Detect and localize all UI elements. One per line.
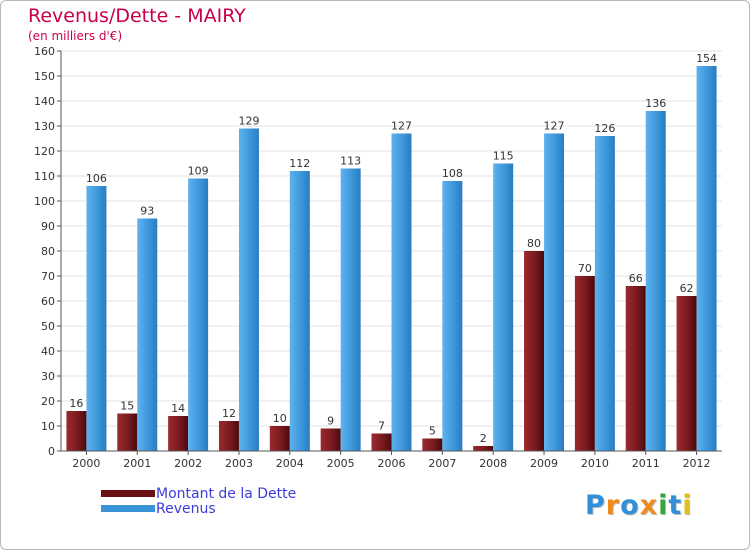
proxiti-logo: Proxiti	[585, 490, 693, 521]
y-tick-label: 110	[34, 170, 55, 183]
x-tick-label-2002: 2002	[174, 457, 202, 470]
data-label-revenus-2002: 109	[188, 165, 209, 178]
data-label-dette-2010: 70	[578, 262, 592, 275]
data-label-revenus-2009: 127	[544, 120, 565, 133]
bar-revenus-2008	[493, 163, 514, 451]
bar-revenus-2003	[238, 128, 259, 451]
y-tick-label: 20	[41, 395, 55, 408]
legend-label-dette: Montant de la Dette	[156, 486, 297, 502]
data-label-revenus-2010: 126	[594, 122, 615, 135]
logo-letter: o	[620, 490, 640, 521]
bar-dette-2004	[269, 426, 290, 451]
x-tick-label-2009: 2009	[530, 457, 558, 470]
data-label-dette-2008: 2	[480, 432, 487, 445]
bar-revenus-2005	[340, 168, 361, 451]
x-tick-label-2011: 2011	[632, 457, 660, 470]
data-label-revenus-2000: 106	[86, 172, 107, 185]
bar-dette-2003	[218, 421, 239, 451]
x-tick-label-2010: 2010	[581, 457, 609, 470]
data-label-revenus-2012: 154	[696, 52, 717, 65]
bar-revenus-2006	[391, 133, 412, 451]
x-tick-label-2004: 2004	[276, 457, 304, 470]
data-label-revenus-2007: 108	[442, 167, 463, 180]
x-tick-label-2001: 2001	[123, 457, 151, 470]
logo-letter: r	[605, 490, 621, 521]
legend-label-revenus: Revenus	[156, 501, 216, 517]
x-tick-label-2000: 2000	[72, 457, 100, 470]
bar-dette-2012	[676, 296, 697, 451]
data-label-dette-2006: 7	[378, 420, 385, 433]
data-label-dette-2012: 62	[680, 282, 694, 295]
y-tick-label: 10	[41, 420, 55, 433]
bar-dette-2009	[524, 251, 545, 451]
data-label-revenus-2008: 115	[493, 150, 514, 163]
bar-revenus-2000	[86, 186, 107, 451]
x-tick-label-2007: 2007	[428, 457, 456, 470]
x-tick-label-2006: 2006	[378, 457, 406, 470]
logo-letter: i	[658, 490, 669, 521]
y-tick-label: 80	[41, 245, 55, 258]
y-tick-label: 100	[34, 195, 55, 208]
chart-subtitle: (en milliers d'€)	[28, 29, 123, 43]
data-label-dette-2002: 14	[171, 402, 185, 415]
logo-letter: t	[668, 490, 683, 521]
y-tick-label: 70	[41, 270, 55, 283]
data-label-revenus-2011: 136	[645, 97, 666, 110]
data-label-dette-2004: 10	[273, 412, 287, 425]
bar-dette-2000	[66, 411, 87, 451]
legend-swatch-revenus	[101, 505, 155, 512]
x-tick-label-2005: 2005	[327, 457, 355, 470]
y-tick-label: 140	[34, 95, 55, 108]
y-tick-label: 90	[41, 220, 55, 233]
data-label-dette-2007: 5	[429, 425, 436, 438]
bar-revenus-2002	[188, 178, 209, 451]
bar-revenus-2007	[442, 181, 463, 451]
logo-letter: i	[682, 490, 693, 521]
logo-letter: x	[639, 490, 659, 521]
bar-chart: 16 106 15 93 14 109 12 129 10 112 9 113 7 127 5 108 2 115…	[34, 45, 722, 470]
y-tick-label: 150	[34, 70, 55, 83]
x-tick-label-2003: 2003	[225, 457, 253, 470]
y-tick-label: 60	[41, 295, 55, 308]
y-tick-label: 160	[34, 45, 55, 58]
chart-title: Revenus/Dette - MAIRY	[28, 5, 246, 27]
y-tick-label: 0	[48, 445, 55, 458]
bar-dette-2010	[574, 276, 595, 451]
data-label-revenus-2005: 113	[340, 155, 361, 168]
bar-revenus-2001	[137, 218, 158, 451]
bar-revenus-2011	[645, 111, 666, 451]
bar-dette-2011	[625, 286, 646, 451]
data-label-dette-2011: 66	[629, 272, 643, 285]
x-tick-label-2008: 2008	[479, 457, 507, 470]
x-tick-label-2012: 2012	[683, 457, 711, 470]
bar-dette-2001	[117, 413, 138, 451]
data-label-dette-2005: 9	[327, 415, 334, 428]
data-label-dette-2000: 16	[69, 397, 83, 410]
bar-dette-2008	[473, 446, 494, 451]
bar-revenus-2012	[696, 66, 717, 451]
data-label-revenus-2004: 112	[289, 157, 310, 170]
data-label-revenus-2006: 127	[391, 120, 412, 133]
bar-dette-2007	[422, 438, 443, 451]
bar-dette-2005	[320, 428, 341, 451]
data-label-dette-2003: 12	[222, 407, 236, 420]
bar-revenus-2009	[544, 133, 565, 451]
y-tick-label: 120	[34, 145, 55, 158]
y-tick-label: 30	[41, 370, 55, 383]
y-tick-label: 130	[34, 120, 55, 133]
y-tick-label: 40	[41, 345, 55, 358]
bar-revenus-2010	[594, 136, 615, 451]
bar-revenus-2004	[289, 171, 310, 451]
data-label-dette-2009: 80	[527, 237, 541, 250]
bar-dette-2006	[371, 433, 392, 451]
data-label-revenus-2003: 129	[238, 115, 259, 128]
y-tick-label: 50	[41, 320, 55, 333]
data-label-dette-2001: 15	[120, 400, 134, 413]
logo-letter: P	[585, 490, 606, 521]
legend-swatch-dette	[101, 490, 155, 497]
bar-dette-2002	[168, 416, 189, 451]
data-label-revenus-2001: 93	[140, 205, 154, 218]
